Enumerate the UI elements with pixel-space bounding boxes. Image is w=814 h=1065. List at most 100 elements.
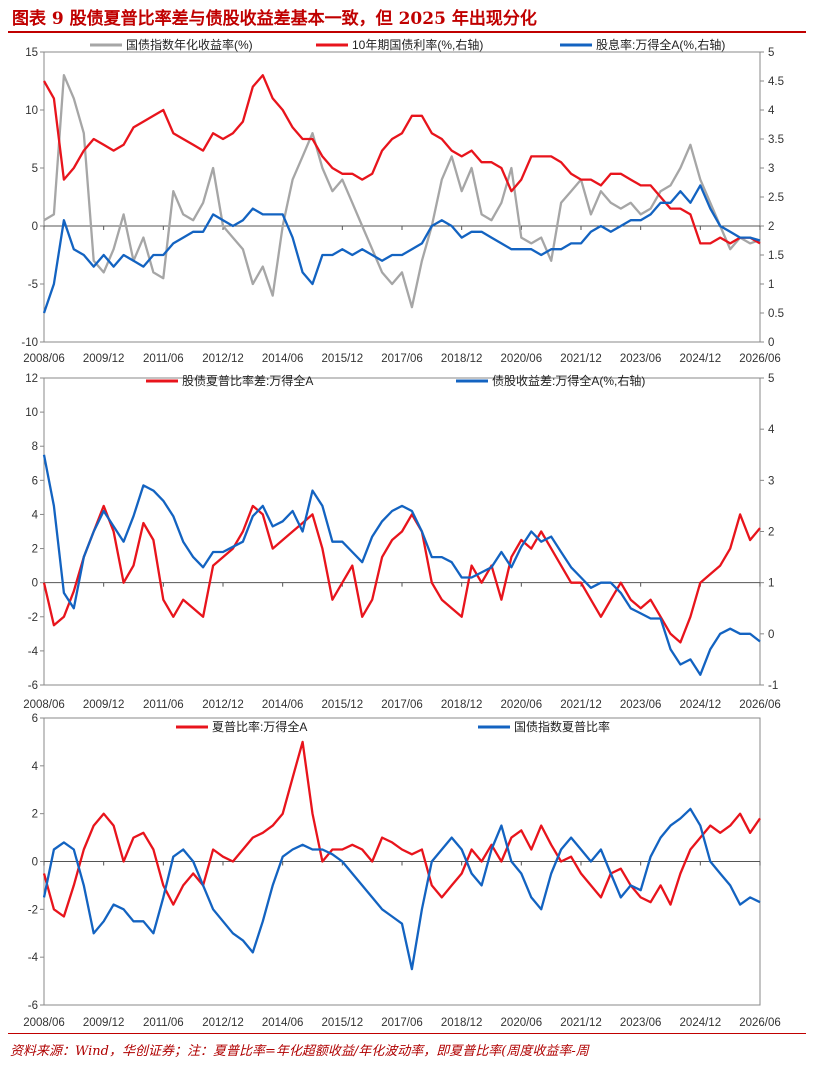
series-line-red xyxy=(42,504,761,644)
legend-label: 夏普比率:万得全A xyxy=(212,719,307,734)
y2-tick-label: 3 xyxy=(768,475,774,487)
legend-label: 股息率:万得全A(%,右轴) xyxy=(596,37,725,52)
x-tick-label: 2012/12 xyxy=(202,1017,244,1029)
y2-tick-label: 4 xyxy=(768,424,775,436)
x-tick-label: 2020/06 xyxy=(501,1017,543,1029)
series-line-red xyxy=(42,740,761,918)
y2-tick-label: 0 xyxy=(768,629,774,641)
series-line-gray xyxy=(43,74,761,309)
y2-tick-label: 4 xyxy=(768,105,775,117)
x-tick-label: 2009/12 xyxy=(83,353,125,365)
y2-tick-label: 1 xyxy=(768,578,774,590)
y-tick-label: 6 xyxy=(32,713,38,725)
y-tick-label: 0 xyxy=(32,857,38,869)
x-tick-label: 2020/06 xyxy=(501,353,543,365)
x-tick-label: 2018/12 xyxy=(441,1017,483,1029)
y-tick-label: 15 xyxy=(25,47,38,59)
y-tick-label: -4 xyxy=(28,952,39,964)
series-line-blue xyxy=(42,454,761,676)
y-tick-label: -5 xyxy=(28,279,38,291)
y2-tick-label: 3.5 xyxy=(768,134,784,146)
x-tick-label: 2023/06 xyxy=(620,699,662,711)
figure-title-bar: 图表 9 股债夏普比率差与债股收益差基本一致，但 2025 年出现分化 xyxy=(0,0,814,33)
x-tick-label: 2018/12 xyxy=(441,699,483,711)
y-tick-label: -6 xyxy=(28,1000,38,1012)
x-tick-label: 2026/06 xyxy=(739,699,781,711)
x-tick-label: 2014/06 xyxy=(262,1017,304,1029)
legend-label: 国债指数年化收益率(%) xyxy=(126,37,253,52)
y2-tick-label: 5 xyxy=(768,373,774,385)
y2-tick-label: -1 xyxy=(768,680,778,692)
y2-tick-label: 2 xyxy=(768,527,774,539)
x-tick-label: 2018/12 xyxy=(441,353,483,365)
x-tick-label: 2017/06 xyxy=(381,353,423,365)
x-tick-label: 2012/12 xyxy=(202,699,244,711)
y-tick-label: 0 xyxy=(32,578,38,590)
y2-tick-label: 2.5 xyxy=(768,192,784,204)
x-tick-label: 2017/06 xyxy=(381,1017,423,1029)
x-tick-label: 2011/06 xyxy=(143,353,184,365)
x-tick-label: 2015/12 xyxy=(322,699,364,711)
x-tick-label: 2024/12 xyxy=(680,699,722,711)
x-tick-label: 2023/06 xyxy=(620,1017,662,1029)
legend-label: 10年期国债利率(%,右轴) xyxy=(352,37,483,52)
x-tick-label: 2014/06 xyxy=(262,353,304,365)
x-tick-label: 2021/12 xyxy=(560,1017,602,1029)
y2-tick-label: 5 xyxy=(768,47,774,59)
series-line-blue xyxy=(42,184,761,314)
y2-tick-label: 1.5 xyxy=(768,250,784,262)
y-tick-label: 6 xyxy=(32,475,38,487)
x-tick-label: 2024/12 xyxy=(680,353,722,365)
series-line-blue xyxy=(42,807,761,971)
x-tick-label: 2026/06 xyxy=(739,353,781,365)
y-tick-label: 4 xyxy=(32,509,39,521)
y-tick-label: 0 xyxy=(32,221,38,233)
legend-label: 股债夏普比率差:万得全A xyxy=(182,373,313,388)
y-tick-label: 12 xyxy=(25,373,38,385)
x-tick-label: 2017/06 xyxy=(381,699,423,711)
x-tick-label: 2015/12 xyxy=(322,1017,364,1029)
plot-frame xyxy=(43,51,761,343)
chart-yield-dividend: 15 10 5 0 -5 -10 5 4.5 4 3.5 3 2.5 2 1.5 1 0.5 0 2008/06 2… xyxy=(21,37,784,365)
x-tick-label: 2008/06 xyxy=(23,1017,65,1029)
y-tick-label: 10 xyxy=(25,105,38,117)
x-tick-label: 2021/12 xyxy=(560,353,602,365)
y2-tick-label: 3 xyxy=(768,163,774,175)
x-tick-label: 2008/06 xyxy=(23,353,65,365)
y-tick-label: 4 xyxy=(32,761,39,773)
x-tick-label: 2011/06 xyxy=(143,1017,184,1029)
y-tick-label: -10 xyxy=(21,337,38,349)
x-tick-label: 2021/12 xyxy=(560,699,602,711)
x-tick-label: 2014/06 xyxy=(262,699,304,711)
x-tick-label: 2012/12 xyxy=(202,353,244,365)
y-tick-label: -4 xyxy=(28,646,39,658)
x-tick-label: 2024/12 xyxy=(680,1017,722,1029)
x-tick-label: 2011/06 xyxy=(143,699,184,711)
y2-tick-label: 0 xyxy=(768,337,774,349)
y-tick-label: -6 xyxy=(28,680,38,692)
x-tick-label: 2015/12 xyxy=(322,353,364,365)
y-tick-label: 2 xyxy=(32,809,38,821)
source-divider xyxy=(8,1033,806,1034)
y2-tick-label: 1 xyxy=(768,279,774,291)
x-tick-label: 2008/06 xyxy=(23,699,65,711)
x-tick-label: 2026/06 xyxy=(739,1017,781,1029)
title-underline xyxy=(8,31,806,33)
y2-tick-label: 2 xyxy=(768,221,774,233)
series-line-red xyxy=(43,74,761,245)
x-tick-label: 2009/12 xyxy=(83,699,125,711)
y-tick-label: -2 xyxy=(28,612,38,624)
source-note: 资料来源：Wind，华创证券；注：夏普比率=年化超额收益/年化波动率，即夏普比率… xyxy=(10,1044,589,1059)
y-tick-label: 10 xyxy=(25,407,38,419)
y2-tick-label: 4.5 xyxy=(768,76,784,88)
legend-label: 国债指数夏普比率 xyxy=(514,719,610,734)
chart-sharpe-ratios: 6 4 2 0 -2 -4 -6 2008/06 2009/12 2011/06 2012/12 20… xyxy=(23,713,781,1029)
x-tick-label: 2009/12 xyxy=(83,1017,125,1029)
x-tick-label: 2020/06 xyxy=(501,699,543,711)
x-tick-label: 2023/06 xyxy=(620,353,662,365)
y2-tick-label: 0.5 xyxy=(768,308,784,320)
figure-title: 图表 9 股债夏普比率差与债股收益差基本一致，但 2025 年出现分化 xyxy=(12,9,537,29)
y-tick-label: 8 xyxy=(32,441,38,453)
y-tick-label: -2 xyxy=(28,904,38,916)
